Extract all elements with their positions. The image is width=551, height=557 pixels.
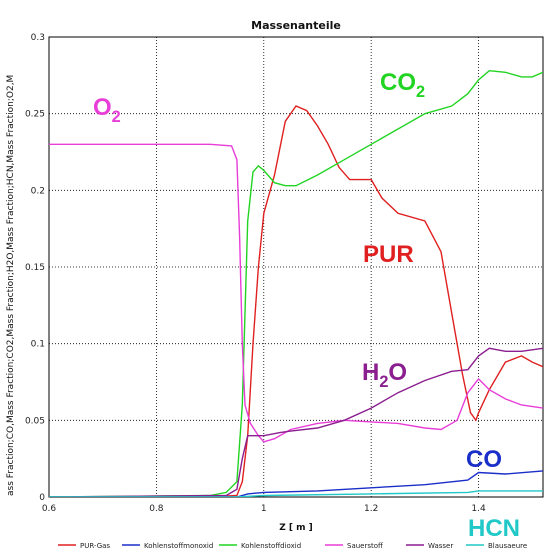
x-tick-label: 1.2 <box>364 504 378 514</box>
x-tick-label: 1.4 <box>471 504 486 514</box>
x-tick-label: 1 <box>261 504 267 514</box>
legend-label: PUR-Gas <box>80 542 110 550</box>
series-line-pur-gas <box>49 105 543 497</box>
annotation-pur: PUR <box>363 241 414 268</box>
series-line-blausaeure <box>49 490 543 497</box>
annotation-co2: CO2 <box>380 69 425 101</box>
y-tick-label: 0.2 <box>31 186 45 196</box>
legend: PUR-Gas Kohlenstoffmonoxid Kohlenstoffdiox… <box>58 542 527 550</box>
x-axis-ticks: 0.6 0.8 1 1.2 1.4 <box>42 504 486 514</box>
legend-label: Sauerstoff <box>347 542 383 550</box>
x-tick-label: 0.6 <box>42 504 57 514</box>
plot-frame <box>48 36 544 498</box>
y-axis-label: ass Fraction;CO,Mass Fraction;CO2,Mass F… <box>6 75 16 496</box>
annotation-co: CO <box>466 446 502 473</box>
legend-label: Blausaeure <box>488 542 527 550</box>
grid-lines <box>49 37 543 497</box>
legend-label: Wasser <box>428 542 453 550</box>
series-annotations: O2 CO2 PUR H2O CO HCN <box>93 69 520 542</box>
x-axis-label: Z [ m ] <box>279 523 313 533</box>
series-line-sauerstoff <box>49 143 543 443</box>
annotation-o2: O2 <box>93 94 121 126</box>
y-axis-ticks: 0 0.05 0.1 0.15 0.2 0.25 0.3 <box>25 33 45 503</box>
annotation-h2o: H2O <box>362 359 407 391</box>
y-tick-label: 0.1 <box>31 340 45 350</box>
y-tick-label: 0.15 <box>25 263 45 273</box>
chart-title: Massenanteile <box>251 19 341 32</box>
series-line-kohlenstoffdioxid <box>49 69 543 497</box>
y-tick-label: 0.3 <box>31 33 45 43</box>
series-line-kohlenstoffmonoxid <box>49 470 543 497</box>
x-tick-label: 0.8 <box>149 504 164 514</box>
legend-label: Kohlenstoffdioxid <box>241 542 301 550</box>
y-tick-label: 0.25 <box>25 110 45 120</box>
series-line-wasser <box>49 347 543 497</box>
legend-label: Kohlenstoffmonoxid <box>144 542 213 550</box>
annotation-hcn: HCN <box>468 515 520 542</box>
y-tick-label: 0.05 <box>25 416 45 426</box>
y-tick-label: 0 <box>39 493 45 503</box>
series-lines <box>49 69 543 497</box>
